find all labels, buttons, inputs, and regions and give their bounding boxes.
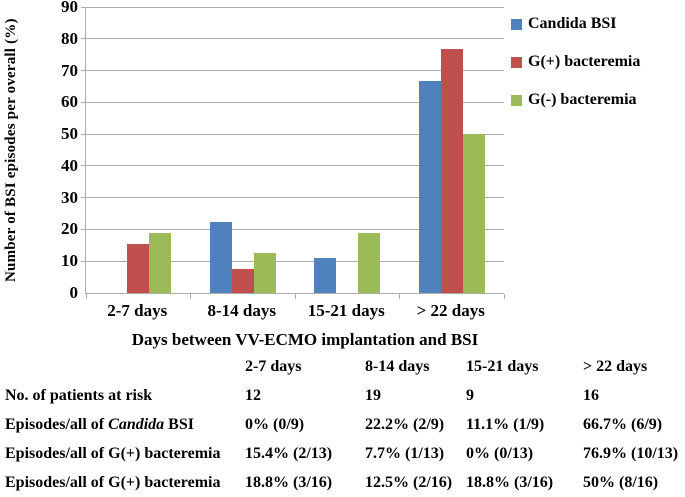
label-part: Episodes/all of [5,416,109,433]
table-row-label-3: Episodes/all of G(+) bacteremia [5,468,245,497]
table-header-8-14-days: 8-14 days [365,358,430,375]
legend-color-swatch-candida-bsi [511,18,522,30]
y-tick-label-50: 50 [61,124,78,144]
bar-g-bacteremia-15-21-days [358,233,381,293]
table-cell-r3-c2: 18.8% (3/16) [466,474,554,491]
x-axis-tick [294,294,296,299]
x-axis-title: Days between VV-ECMO implantation and BS… [131,330,479,349]
gridline-90 [81,6,504,8]
gridline-30 [81,197,504,199]
y-tick-label-10: 10 [61,251,78,271]
table-cell-r2-c0: 15.4% (2/13) [245,445,333,462]
table-header-2-7-days: 2-7 days [245,358,302,375]
x-axis-tick [85,294,87,299]
bar-g-bacteremia-22-days [440,48,463,293]
table-header-empty [5,352,245,381]
label-part-italic: Candida [108,416,165,433]
bar-g-bacteremia-8-14-days [231,268,254,293]
legend-color-swatch-g-bacteremia [511,94,522,106]
table-cell-r2-c2: 0% (0/13) [466,445,534,462]
legend-item-candida-bsi: Candida BSI [511,16,640,32]
table-cell-r3-c1: 12.5% (2/16) [365,474,453,491]
table-cell-r0-c3: 16 [583,387,599,404]
y-tick-label-90: 90 [61,0,78,16]
label-part: BSI [164,416,194,433]
y-tick-label-70: 70 [61,60,78,80]
table-cell-r0-c1: 19 [365,387,381,404]
table-cell-r0-c0: 12 [245,387,261,404]
table-cell-r3-c0: 18.8% (3/16) [245,474,333,491]
plot-area [81,6,505,299]
y-tick-label-30: 30 [61,187,78,207]
gridline-60 [81,101,504,103]
table-header-22-days: > 22 days [583,358,648,375]
table-cell-r3-c3: 50% (8/16) [583,474,659,491]
gridline-10 [81,260,504,262]
bar-candida-bsi-15-21-days [314,257,337,293]
label-part: Episodes/all of G(+) bacteremia [5,445,221,462]
x-category-label-8-14-days: 8-14 days [207,301,276,320]
data-table: 2-7 days 8-14 days 15-21 days > 22 days No. … [5,352,680,497]
table-row-label-0: No. of patients at risk [5,381,245,410]
table-cell-r1-c1: 22.2% (2/9) [365,416,445,433]
x-axis-tick [190,294,191,299]
x-axis-tick [399,294,400,299]
legend-label: Candida BSI [528,15,617,32]
table-cell-r0-c2: 9 [466,387,474,404]
bar-g-bacteremia-8-14-days [253,253,276,293]
label-part: Episodes/all of G(+) bacteremia [5,474,221,491]
bar-g-bacteremia-2-7-days [127,244,150,293]
bar-candida-bsi-22-days [418,81,441,293]
y-tick-label-60: 60 [61,92,78,112]
legend-color-swatch-g-bacteremia [511,56,522,68]
bar-group-8-14-days [191,7,296,293]
x-category-label-15-21-days: 15-21 days [307,301,385,320]
bar-group-2-7-days [86,7,191,293]
y-tick-label-20: 20 [61,219,78,239]
table-cell-r2-c1: 7.7% (1/13) [365,445,445,462]
x-axis-tick [503,294,505,299]
bar-g-bacteremia-22-days [462,134,485,293]
table-header-15-21-days: 15-21 days [466,358,539,375]
label-part: No. of patients at risk [5,387,153,404]
table-cell-r1-c0: 0% (0/9) [245,416,305,433]
legend-label: G(-) bacteremia [528,91,637,108]
y-tick-label-40: 40 [61,155,78,175]
y-tick-label-80: 80 [61,28,78,48]
legend-item-g-bacteremia: G(+) bacteremia [511,54,640,70]
table-cell-r1-c3: 66.7% (6/9) [583,416,663,433]
x-category-label-22-days: > 22 days [416,301,485,320]
bar-candida-bsi-8-14-days [209,222,232,293]
gridline-20 [81,228,504,230]
gridline-50 [81,133,504,135]
bar-group-15-21-days [295,7,400,293]
legend-label: G(+) bacteremia [528,53,641,70]
table-row-label-1: Episodes/all of Candida BSI [5,410,245,439]
y-tick-label-0: 0 [69,283,79,302]
gridline-70 [81,70,504,72]
table-cell-r2-c3: 76.9% (10/13) [583,445,679,462]
gridline-40 [81,165,504,167]
x-category-label-2-7-days: 2-7 days [107,301,168,320]
table-cell-r1-c2: 11.1% (1/9) [466,416,545,433]
legend-item-g-bacteremia: G(-) bacteremia [511,92,640,108]
bar-group-22-days [400,7,505,293]
bar-g-bacteremia-2-7-days [149,233,172,293]
table-row-label-2: Episodes/all of G(+) bacteremia [5,439,245,468]
legend: Candida BSI G(+) bacteremia G(-) bacteremi… [511,16,640,130]
gridline-80 [81,38,504,40]
y-axis-title: Number of BSI episodes per overall (%) [3,18,19,282]
